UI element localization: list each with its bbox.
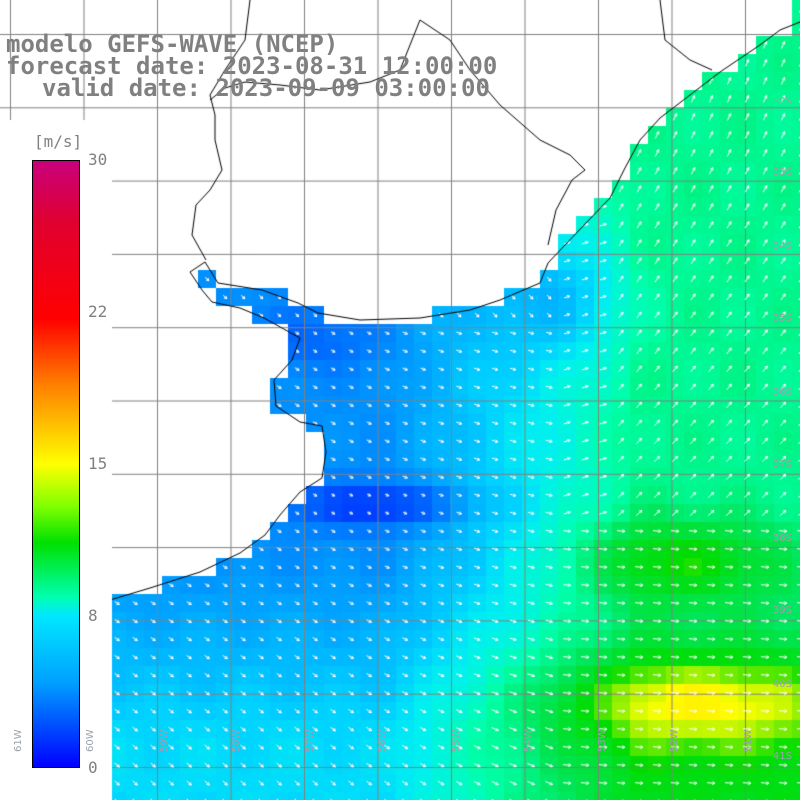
- lon-label: 54W: [523, 729, 534, 752]
- lon-label: 57W: [305, 729, 316, 752]
- lon-label: 59W: [159, 729, 170, 752]
- lat-label: 35S: [772, 313, 792, 324]
- lon-label: 53W: [597, 729, 608, 752]
- lon-label: 58W: [231, 729, 242, 752]
- lon-label: 60W: [85, 729, 96, 752]
- lat-label: 33S: [772, 167, 792, 178]
- lon-label: 51W: [743, 729, 754, 752]
- colorbar-tick-15: 15: [88, 454, 108, 473]
- lon-label: 55W: [451, 729, 462, 752]
- valid-date: valid date: 2023-09-09 03:00:00: [42, 74, 490, 102]
- lon-label: 56W: [377, 729, 388, 752]
- colorbar-tick-22: 22: [88, 302, 108, 321]
- colorbar-tick-0: 0: [88, 758, 98, 777]
- lon-label: 52W: [669, 729, 680, 752]
- lat-label: 38S: [772, 533, 792, 544]
- model-title: modelo GEFS-WAVE (NCEP): [6, 30, 339, 58]
- forecast-date: forecast date: 2023-08-31 12:00:00: [6, 52, 498, 80]
- lat-label: 40S: [772, 679, 792, 690]
- lat-label: 34S: [772, 241, 792, 252]
- lat-label: 41S: [772, 751, 792, 762]
- colorbar: [32, 160, 80, 768]
- colorbar-unit: [m/s]: [34, 132, 83, 151]
- lat-label: 39S: [772, 605, 792, 616]
- lon-label: 61W: [13, 729, 24, 752]
- colorbar-tick-8: 8: [88, 606, 98, 625]
- lat-label: 36S: [772, 387, 792, 398]
- lat-label: 32S: [772, 96, 792, 107]
- colorbar-tick-30: 30: [88, 150, 108, 169]
- lat-label: 37S: [772, 459, 792, 470]
